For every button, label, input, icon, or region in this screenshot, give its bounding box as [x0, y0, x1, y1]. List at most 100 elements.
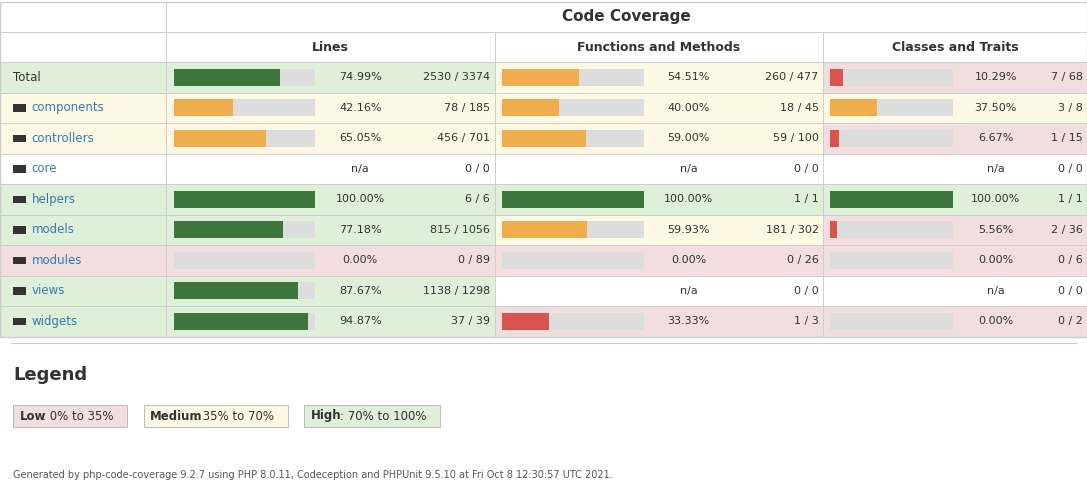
- Text: n/a: n/a: [987, 164, 1004, 174]
- Text: helpers: helpers: [32, 193, 75, 206]
- Bar: [166, 123, 495, 154]
- Bar: [304, 405, 440, 427]
- Text: 0.00%: 0.00%: [978, 316, 1013, 326]
- Bar: [0, 184, 166, 215]
- Bar: [495, 184, 823, 215]
- Bar: [13, 405, 127, 427]
- Bar: [13, 166, 26, 173]
- Text: controllers: controllers: [32, 132, 95, 145]
- Bar: [823, 154, 1087, 184]
- Text: 0.00%: 0.00%: [671, 255, 707, 265]
- Bar: [0, 32, 166, 62]
- Bar: [13, 257, 26, 264]
- Text: 0 / 0: 0 / 0: [794, 164, 819, 174]
- Text: 1 / 1: 1 / 1: [1058, 194, 1083, 204]
- Text: 0 / 6: 0 / 6: [1058, 255, 1083, 265]
- Bar: [166, 275, 495, 306]
- Text: 100.00%: 100.00%: [336, 194, 385, 204]
- Text: Legend: Legend: [13, 366, 87, 384]
- Bar: [166, 215, 495, 245]
- Text: 0 / 89: 0 / 89: [459, 255, 490, 265]
- Bar: [495, 215, 823, 245]
- Text: 0 / 0: 0 / 0: [1058, 164, 1083, 174]
- Text: 1 / 15: 1 / 15: [1051, 133, 1083, 143]
- Bar: [0, 92, 166, 123]
- Bar: [166, 92, 495, 123]
- Bar: [0, 275, 166, 306]
- Text: 59.00%: 59.00%: [667, 133, 710, 143]
- Text: 0.00%: 0.00%: [978, 255, 1013, 265]
- Bar: [0, 245, 166, 275]
- Bar: [823, 32, 1087, 62]
- Text: : 35% to 70%: : 35% to 70%: [195, 410, 274, 422]
- Bar: [166, 32, 495, 62]
- Bar: [166, 154, 495, 184]
- Bar: [13, 318, 26, 325]
- Text: widgets: widgets: [32, 315, 77, 328]
- Text: core: core: [32, 162, 57, 175]
- Text: : 70% to 100%: : 70% to 100%: [340, 410, 426, 422]
- Bar: [143, 405, 288, 427]
- Bar: [823, 275, 1087, 306]
- Bar: [0, 154, 166, 184]
- Text: n/a: n/a: [351, 164, 370, 174]
- Text: 3 / 8: 3 / 8: [1058, 103, 1083, 113]
- Text: 815 / 1056: 815 / 1056: [430, 225, 490, 235]
- Text: 2530 / 3374: 2530 / 3374: [423, 72, 490, 82]
- Bar: [0, 2, 1087, 336]
- Text: 59.93%: 59.93%: [667, 225, 710, 235]
- Bar: [495, 154, 823, 184]
- Text: 77.18%: 77.18%: [339, 225, 382, 235]
- Text: Code Coverage: Code Coverage: [562, 9, 691, 24]
- Text: 33.33%: 33.33%: [667, 316, 710, 326]
- Text: 6.67%: 6.67%: [978, 133, 1013, 143]
- Text: 18 / 45: 18 / 45: [779, 103, 819, 113]
- Bar: [166, 2, 1087, 32]
- Text: 100.00%: 100.00%: [664, 194, 713, 204]
- Text: 37 / 39: 37 / 39: [451, 316, 490, 326]
- Text: n/a: n/a: [679, 286, 698, 296]
- Bar: [166, 184, 495, 215]
- Text: 6 / 6: 6 / 6: [465, 194, 490, 204]
- Text: 87.67%: 87.67%: [339, 286, 382, 296]
- Bar: [166, 306, 495, 336]
- Text: 1138 / 1298: 1138 / 1298: [423, 286, 490, 296]
- Bar: [0, 215, 166, 245]
- Bar: [0, 2, 166, 32]
- Text: 0 / 26: 0 / 26: [787, 255, 819, 265]
- Bar: [495, 275, 823, 306]
- Text: 94.87%: 94.87%: [339, 316, 382, 326]
- Text: 1 / 3: 1 / 3: [794, 316, 819, 326]
- Text: n/a: n/a: [987, 286, 1004, 296]
- Bar: [823, 184, 1087, 215]
- Bar: [13, 104, 26, 112]
- Bar: [13, 226, 26, 234]
- Text: 0 / 2: 0 / 2: [1058, 316, 1083, 326]
- Bar: [823, 215, 1087, 245]
- Text: 0.00%: 0.00%: [342, 255, 378, 265]
- Bar: [495, 123, 823, 154]
- Bar: [495, 32, 823, 62]
- Bar: [495, 62, 823, 92]
- Text: Low: Low: [20, 410, 46, 422]
- Text: 59 / 100: 59 / 100: [773, 133, 819, 143]
- Text: Classes and Traits: Classes and Traits: [891, 40, 1019, 54]
- Bar: [495, 92, 823, 123]
- Bar: [166, 245, 495, 275]
- Text: : 0% to 35%: : 0% to 35%: [41, 410, 113, 422]
- Bar: [166, 62, 495, 92]
- Text: 456 / 701: 456 / 701: [437, 133, 490, 143]
- Text: views: views: [32, 284, 65, 297]
- Text: 5.56%: 5.56%: [978, 225, 1013, 235]
- Bar: [0, 62, 166, 92]
- Text: Total: Total: [13, 71, 41, 84]
- Text: 181 / 302: 181 / 302: [765, 225, 819, 235]
- Text: 65.05%: 65.05%: [339, 133, 382, 143]
- Bar: [823, 306, 1087, 336]
- Text: 7 / 68: 7 / 68: [1051, 72, 1083, 82]
- Text: High: High: [311, 410, 341, 422]
- Text: 40.00%: 40.00%: [667, 103, 710, 113]
- Bar: [13, 196, 26, 203]
- Bar: [495, 245, 823, 275]
- Text: 0 / 0: 0 / 0: [1058, 286, 1083, 296]
